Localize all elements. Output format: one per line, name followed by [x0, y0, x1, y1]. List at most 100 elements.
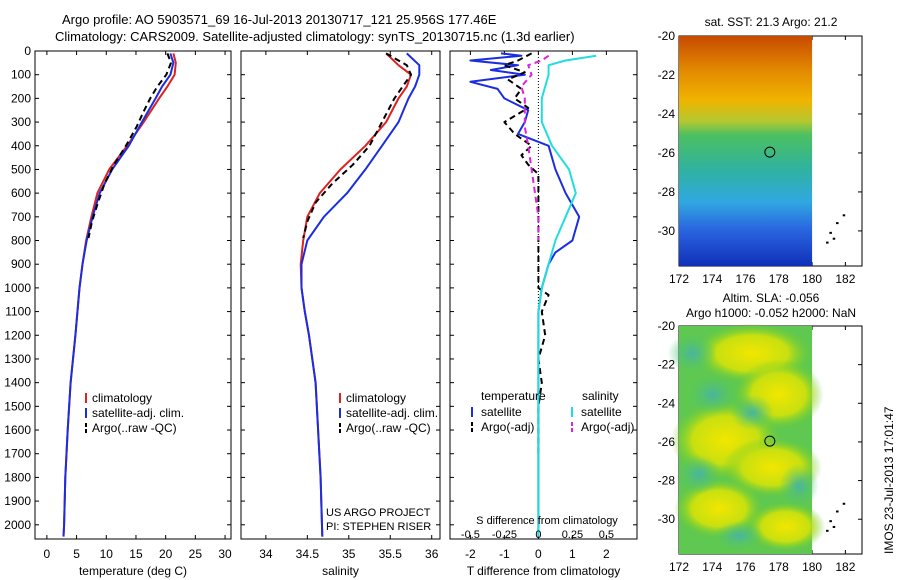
- difference-x-tick-label: 0: [535, 547, 542, 561]
- sla-high-patch: [745, 501, 826, 552]
- sla_map-x-tick-label: 174: [702, 560, 722, 574]
- sst_map-y-tick-label: -22: [658, 68, 676, 82]
- salinity-series-line-0: [299, 52, 412, 537]
- sst-map-title: sat. SST: 21.3 Argo: 21.2: [705, 15, 838, 29]
- sst_map-x-tick-label: 172: [669, 272, 689, 286]
- difference-series-line-3: [520, 54, 550, 241]
- difference-axes-frame: [449, 50, 638, 540]
- depth-tick-label: 400: [11, 139, 31, 153]
- imos-timestamp-label: IMOS 23-Jul-2013 17:01:47: [882, 406, 896, 554]
- difference-series-line-2: [537, 54, 597, 537]
- sla_map-x-tick-label: 178: [769, 560, 789, 574]
- difference-s-tick-label: -0.25: [492, 529, 517, 541]
- difference-x-tick-label: -1: [499, 547, 510, 561]
- difference-x-tick-label: -2: [465, 547, 476, 561]
- salinity-x-tick-label: 35.5: [379, 547, 403, 561]
- difference-series-line-1: [503, 52, 550, 454]
- difference-s-tick-label: 0: [535, 529, 541, 541]
- temperature-x-tick-label: 0: [44, 547, 51, 561]
- sst_map-x-tick-label: 178: [769, 272, 789, 286]
- depth-tick-label: 500: [11, 162, 31, 176]
- sla_map-x-tick-label: 182: [835, 560, 855, 574]
- temperature-x-tick-label: 15: [129, 547, 143, 561]
- temperature-x-tick-label: 5: [73, 547, 80, 561]
- sla_map-y-tick-label: -26: [658, 435, 676, 449]
- temperature-series-line-1: [62, 53, 175, 537]
- depth-tick-label: 1900: [4, 494, 31, 508]
- difference-s-tick-label: 0.25: [562, 529, 583, 541]
- depth-tick-label: 2000: [4, 518, 31, 532]
- depth-tick-label: 300: [11, 115, 31, 129]
- depth-tick-label: 1600: [4, 423, 31, 437]
- difference-s-tick-label: 0.5: [599, 529, 614, 541]
- salinity-x-tick-label: 35: [342, 547, 356, 561]
- sla-map-title-2: Argo h1000: -0.052 h2000: NaN: [686, 306, 856, 320]
- sla-low-patch: [730, 394, 775, 431]
- salinity-axes-frame: [240, 50, 441, 540]
- difference-s-tick-label: -0.5: [461, 529, 480, 541]
- title-line-1: Argo profile: AO 5903571_69 16-Jul-2013 …: [62, 12, 497, 27]
- sla-low-patch: [687, 374, 738, 415]
- depth-tick-label: 1700: [4, 447, 31, 461]
- sst_map-y-tick-label: -30: [658, 224, 676, 238]
- sla-texture: [667, 323, 826, 552]
- difference-legend-header: temperature: [481, 389, 546, 403]
- depth-tick-label: 100: [11, 68, 31, 82]
- sla_map-argo-position-marker: [764, 435, 776, 447]
- difference-series-line-0: [469, 52, 581, 537]
- depth-tick-label: 200: [11, 91, 31, 105]
- island-mark: [836, 510, 839, 513]
- sla_map-y-tick-label: -24: [658, 396, 676, 410]
- sst_map-y-tick-label: -28: [658, 185, 676, 199]
- difference-legend-label: Argo(-adj): [581, 420, 634, 434]
- sla_map-x-tick-label: 176: [736, 560, 756, 574]
- temperature-x-tick-label: 25: [189, 547, 203, 561]
- sst_map-x-tick-label: 174: [702, 272, 722, 286]
- salinity-legend-label: climatology: [346, 391, 406, 405]
- salinity-series-line-2: [302, 52, 412, 239]
- depth-tick-label: 1000: [4, 281, 31, 295]
- difference-legend-label: Argo(-adj): [481, 420, 534, 434]
- island-mark: [826, 241, 829, 244]
- temperature-x-tick-label: 30: [218, 547, 232, 561]
- sst-field: [679, 36, 813, 266]
- sst_map-argo-position-marker: [764, 146, 776, 158]
- temperature-legend-label: satellite-adj. clim.: [92, 406, 184, 420]
- depth-tick-label: 0: [24, 44, 31, 58]
- salinity-annotation: US ARGO PROJECT: [326, 507, 431, 519]
- sst_map-y-tick-label: -24: [658, 107, 676, 121]
- salinity-x-tick-label: 34.5: [296, 547, 320, 561]
- temperature-x-tick-label: 10: [100, 547, 114, 561]
- sst_map-x-tick-label: 182: [835, 272, 855, 286]
- salinity-x-axis-label: salinity: [322, 564, 359, 578]
- temperature-legend-label: Argo(..raw -QC): [92, 421, 177, 435]
- title-line-2: Climatology: CARS2009. Satellite-adjuste…: [55, 29, 575, 44]
- island-mark: [832, 525, 836, 528]
- depth-tick-label: 1400: [4, 376, 31, 390]
- sla_map-y-tick-label: -28: [658, 474, 676, 488]
- depth-tick-label: 900: [11, 257, 31, 271]
- sst_map-x-tick-label: 176: [736, 272, 756, 286]
- sst_map-y-tick-label: -20: [658, 29, 676, 43]
- sst_map-x-tick-label: 180: [802, 272, 822, 286]
- island-mark: [836, 222, 839, 225]
- depth-tick-label: 800: [11, 234, 31, 248]
- island-mark: [829, 520, 832, 523]
- temperature-legend-label: climatology: [92, 391, 152, 405]
- depth-tick-label: 1500: [4, 399, 31, 413]
- difference-x-tick-label: 2: [603, 547, 610, 561]
- temperature-axes-frame: [34, 50, 232, 540]
- difference-legend-label: satellite: [581, 405, 622, 419]
- depth-tick-label: 1200: [4, 328, 31, 342]
- difference-legend-header: salinity: [582, 389, 619, 403]
- depth-tick-label: 600: [11, 186, 31, 200]
- depth-tick-label: 1300: [4, 352, 31, 366]
- depth-tick-label: 1800: [4, 470, 31, 484]
- salinity-series-line-1: [300, 52, 421, 537]
- island-mark: [826, 529, 829, 532]
- island-mark: [842, 502, 846, 505]
- difference-x-tick-label: 1: [569, 547, 576, 561]
- salinity-x-tick-label: 34: [259, 547, 273, 561]
